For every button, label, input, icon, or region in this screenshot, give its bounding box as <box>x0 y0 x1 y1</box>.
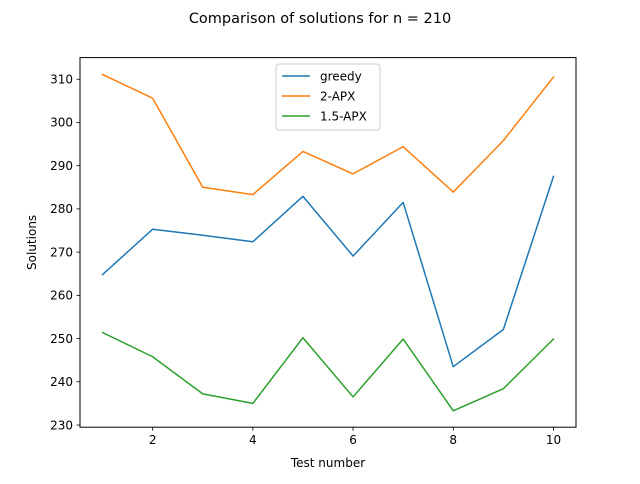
x-tick-label: 10 <box>546 433 561 447</box>
y-axis-label: Solutions <box>25 215 39 270</box>
series-line-greedy <box>101 175 555 368</box>
y-tick-label: 280 <box>50 202 73 216</box>
y-tick-label: 250 <box>50 332 73 346</box>
y-tick-label: 300 <box>50 116 73 130</box>
legend-box <box>275 63 381 131</box>
x-tick-label: 6 <box>349 433 357 447</box>
legend: greedy 2-APX 1.5-APX <box>275 63 381 131</box>
y-tick-label: 260 <box>50 289 73 303</box>
x-tick-label: 4 <box>249 433 257 447</box>
y-tick-label: 230 <box>50 418 73 432</box>
x-axis-label: Test number <box>290 456 365 470</box>
y-axis: 230 240 250 260 270 280 290 300 310 <box>50 73 80 432</box>
y-tick-label: 240 <box>50 375 73 389</box>
series-line-1-5-apx <box>101 331 555 412</box>
axes-frame <box>79 57 577 428</box>
legend-label: 1.5-APX <box>320 109 367 123</box>
x-tick-label: 8 <box>449 433 457 447</box>
x-axis: 2 4 6 8 10 <box>149 427 561 447</box>
series-line-2-apx <box>101 73 555 196</box>
y-tick-label: 270 <box>50 245 73 259</box>
chart-title: Comparison of solutions for n = 210 <box>189 11 451 27</box>
legend-label: 2-APX <box>320 89 355 103</box>
y-tick-label: 310 <box>50 73 73 87</box>
plot-area <box>101 73 555 412</box>
y-tick-label: 290 <box>50 159 73 173</box>
legend-label: greedy <box>320 69 362 83</box>
x-tick-label: 2 <box>149 433 157 447</box>
